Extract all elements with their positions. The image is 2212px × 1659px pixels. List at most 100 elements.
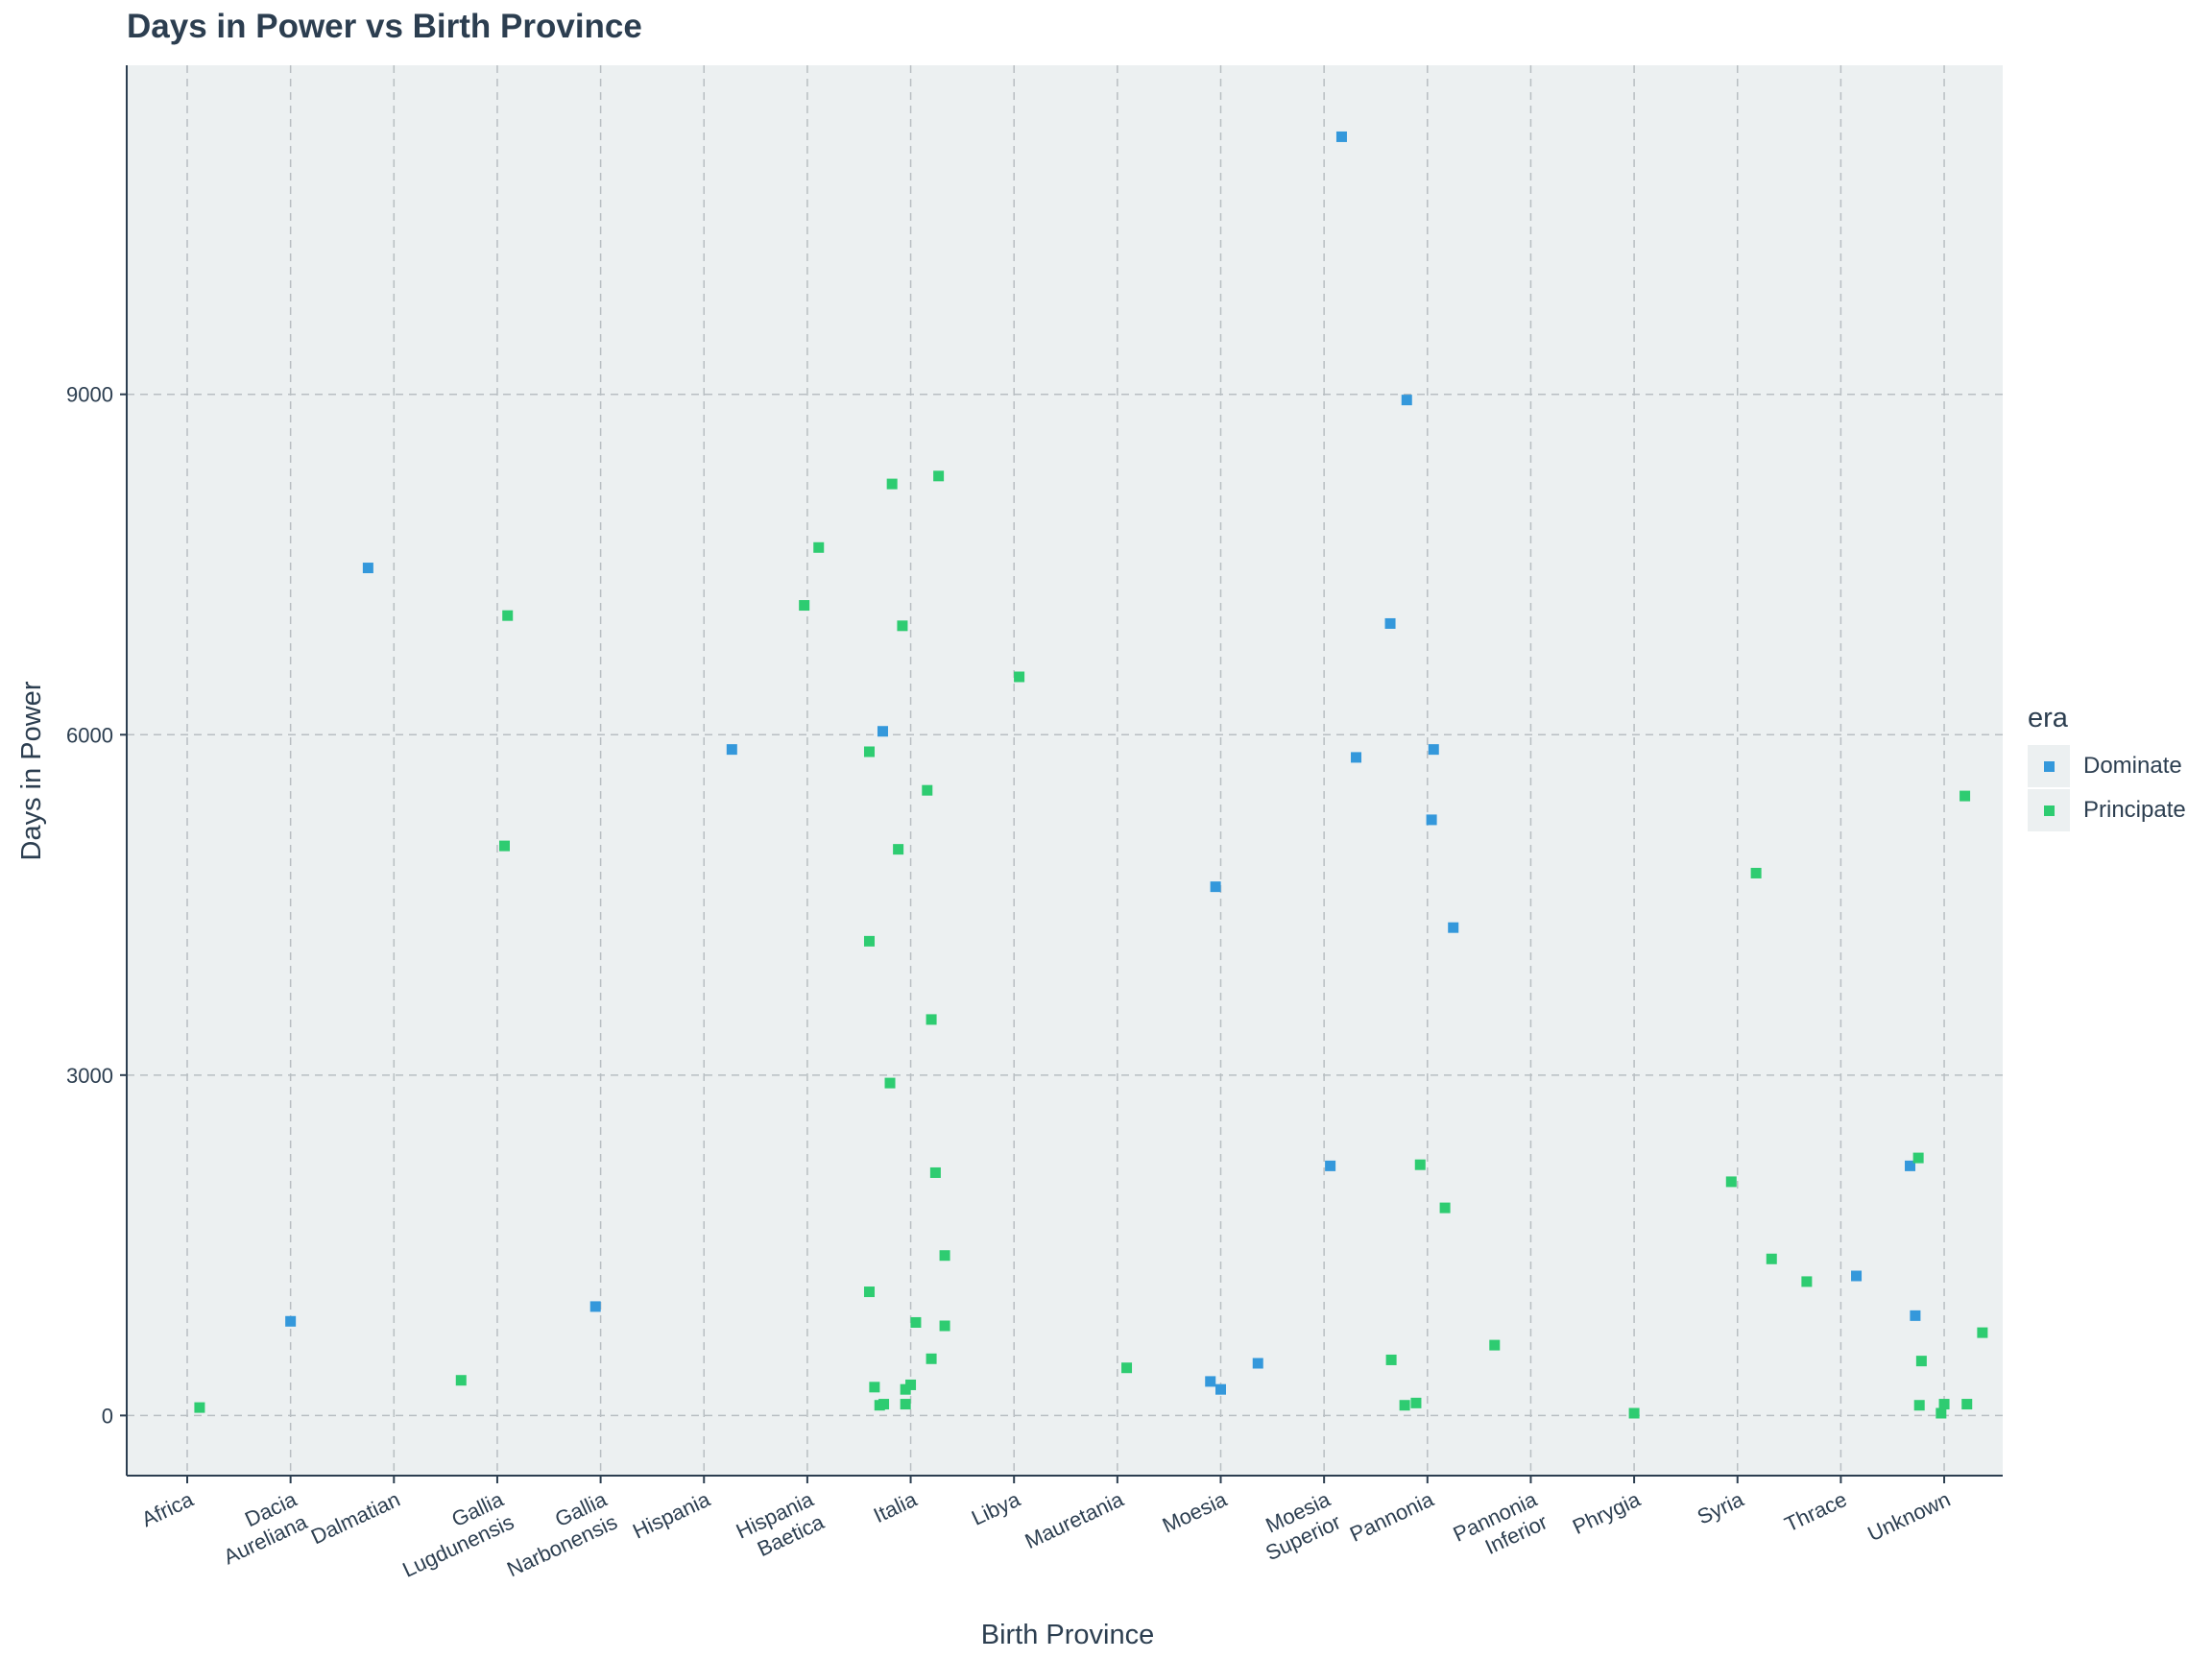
data-point-principate xyxy=(1961,1399,1973,1410)
data-point-principate xyxy=(869,1382,880,1393)
data-point-principate xyxy=(900,1399,911,1410)
data-point-principate xyxy=(933,470,945,482)
x-tick-label: Thrace xyxy=(1781,1487,1851,1537)
data-point-principate xyxy=(926,1014,937,1025)
x-tick-label: Mauretania xyxy=(1022,1487,1128,1553)
data-point-dominate xyxy=(1426,814,1437,826)
data-point-principate xyxy=(1385,1354,1397,1365)
plot-background xyxy=(127,65,2003,1476)
data-point-principate xyxy=(1938,1399,1950,1410)
data-point-principate xyxy=(863,935,875,947)
data-point-dominate xyxy=(1910,1310,1921,1321)
data-point-dominate xyxy=(1428,744,1439,756)
legend-label-dominate: Dominate xyxy=(2083,753,2182,779)
x-tick-label: Libya xyxy=(968,1487,1024,1530)
data-point-principate xyxy=(884,1077,896,1089)
x-tick-label: Italia xyxy=(870,1487,921,1528)
data-point-principate xyxy=(1915,1356,1927,1367)
data-point-dominate xyxy=(877,726,888,737)
y-tick-label: 3000 xyxy=(66,1064,113,1088)
x-tick-label: Unknown xyxy=(1863,1487,1954,1546)
data-point-dominate xyxy=(726,744,737,756)
x-tick-label: Syria xyxy=(1694,1487,1748,1529)
data-point-principate xyxy=(1628,1407,1640,1419)
data-point-dominate xyxy=(1210,881,1221,893)
y-tick-label: 0 xyxy=(102,1404,113,1428)
data-point-dominate xyxy=(1905,1160,1916,1171)
data-point-dominate xyxy=(1252,1358,1263,1369)
data-point-principate xyxy=(1489,1339,1501,1351)
chart-title: Days in Power vs Birth Province xyxy=(127,8,642,45)
data-point-principate xyxy=(1414,1159,1426,1170)
data-point-principate xyxy=(893,844,904,855)
data-point-dominate xyxy=(1335,131,1347,142)
data-point-dominate xyxy=(1205,1376,1216,1387)
data-point-principate xyxy=(939,1320,950,1332)
x-tick-label: DaciaAureliana xyxy=(209,1487,311,1570)
data-point-principate xyxy=(1725,1176,1737,1188)
data-point-dominate xyxy=(285,1315,297,1327)
x-tick-label: Moesia xyxy=(1159,1487,1232,1538)
data-point-dominate xyxy=(1384,617,1396,629)
data-point-principate xyxy=(1121,1362,1133,1374)
data-point-principate xyxy=(1014,671,1025,683)
data-point-principate xyxy=(878,1399,890,1410)
data-point-principate xyxy=(1960,790,1971,802)
data-point-dominate xyxy=(1851,1270,1863,1282)
x-tick-label: PannoniaInferior xyxy=(1450,1487,1552,1570)
data-point-principate xyxy=(502,610,514,621)
data-point-principate xyxy=(1801,1276,1813,1287)
data-point-principate xyxy=(897,620,908,632)
data-point-principate xyxy=(1913,1400,1925,1411)
data-point-principate xyxy=(1439,1202,1451,1214)
legend-label-principate: Principate xyxy=(2083,797,2186,823)
legend-swatch-dominate xyxy=(2043,760,2055,772)
data-point-dominate xyxy=(1401,395,1412,406)
x-tick-label: GalliaLugdunensis xyxy=(388,1487,517,1582)
x-tick-label: HispaniaBaetica xyxy=(733,1487,829,1567)
legend-item-dominate: Dominate xyxy=(2028,744,2186,788)
legend-title: era xyxy=(2028,703,2068,733)
data-point-principate xyxy=(194,1402,205,1413)
legend-item-principate: Principate xyxy=(2028,788,2186,832)
data-point-dominate xyxy=(1448,922,1459,933)
data-point-principate xyxy=(1410,1397,1422,1408)
data-point-dominate xyxy=(589,1301,601,1312)
data-point-principate xyxy=(905,1379,917,1390)
y-axis-title: Days in Power xyxy=(16,681,47,860)
x-tick-label: Dalmatian xyxy=(307,1487,403,1550)
data-point-principate xyxy=(799,600,810,612)
x-tick-label: MoesiaSuperior xyxy=(1251,1487,1345,1566)
data-point-dominate xyxy=(1215,1383,1226,1395)
y-tick-label: 9000 xyxy=(66,383,113,407)
data-point-principate xyxy=(1977,1327,1988,1338)
data-point-principate xyxy=(1936,1407,1947,1419)
x-tick-label: Hispania xyxy=(629,1487,714,1544)
data-point-principate xyxy=(926,1353,937,1364)
x-tick-label: Pannonia xyxy=(1346,1487,1438,1547)
legend: era Dominate Principate xyxy=(2028,703,2186,832)
data-point-principate xyxy=(1399,1400,1410,1411)
x-tick-label: GalliaNarbonensis xyxy=(493,1487,621,1582)
data-point-dominate xyxy=(1325,1160,1336,1171)
x-tick-label: Phrygia xyxy=(1569,1487,1645,1540)
data-point-principate xyxy=(910,1316,922,1328)
data-point-dominate xyxy=(1351,752,1362,763)
data-point-principate xyxy=(863,1286,875,1298)
data-point-principate xyxy=(922,784,933,796)
data-point-principate xyxy=(1750,867,1762,878)
y-tick-label: 6000 xyxy=(66,723,113,747)
data-point-principate xyxy=(813,541,825,553)
legend-swatch-principate xyxy=(2043,805,2055,816)
data-point-principate xyxy=(1766,1253,1777,1264)
data-point-principate xyxy=(498,840,510,852)
data-point-dominate xyxy=(362,563,373,574)
data-point-principate xyxy=(929,1166,941,1178)
x-tick-label: Africa xyxy=(138,1487,198,1532)
data-point-principate xyxy=(939,1250,950,1262)
data-point-principate xyxy=(886,478,898,490)
data-point-principate xyxy=(1912,1152,1924,1164)
data-point-principate xyxy=(455,1375,467,1386)
data-point-principate xyxy=(863,746,875,757)
